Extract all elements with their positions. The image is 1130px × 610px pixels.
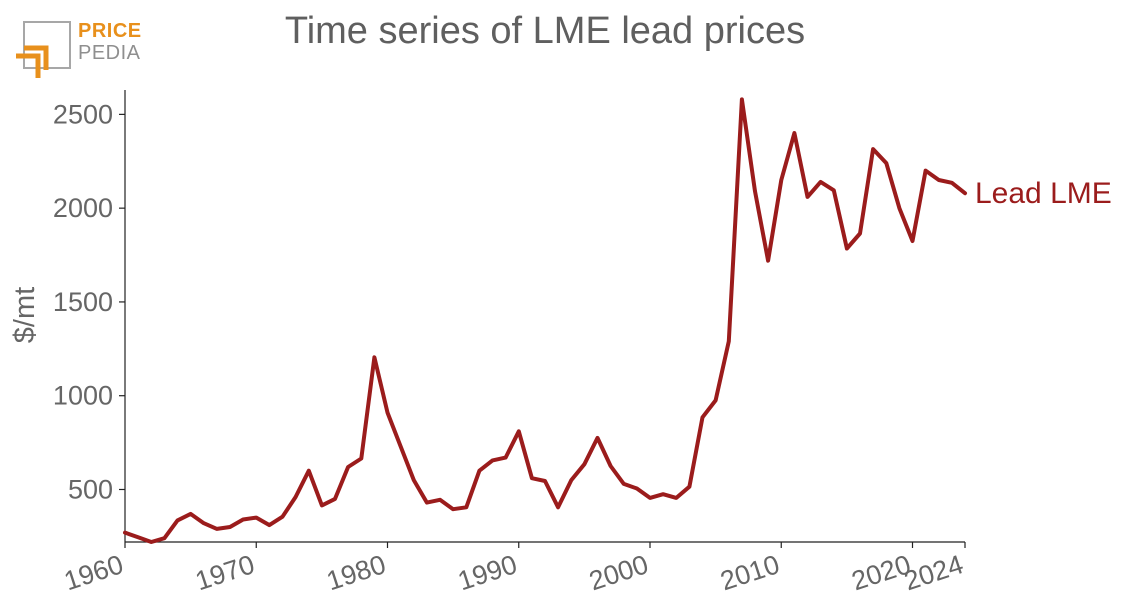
x-tick-label: 2010 bbox=[717, 549, 783, 596]
x-tick-label: 1980 bbox=[323, 549, 389, 596]
series-label-lead-lme: Lead LME bbox=[975, 177, 1112, 210]
logo-text-price: PRICE bbox=[78, 20, 142, 42]
y-axis-ticks: 500 1000 1500 2000 2500 bbox=[53, 99, 125, 504]
x-tick-label: 1960 bbox=[60, 549, 126, 596]
x-tick-label: 2024 bbox=[900, 549, 966, 596]
series-line-lead-lme bbox=[123, 97, 967, 544]
x-tick-label: 1970 bbox=[192, 549, 258, 596]
x-tick-label: 2000 bbox=[585, 549, 651, 596]
y-tick-label: 2500 bbox=[53, 99, 113, 129]
logo-mark-icon bbox=[16, 21, 71, 78]
y-tick-label: 1500 bbox=[53, 287, 113, 317]
y-tick-label: 1000 bbox=[53, 381, 113, 411]
y-tick-label: 500 bbox=[68, 474, 113, 504]
pricepedia-logo: PRICE PEDIA bbox=[14, 18, 154, 82]
logo-text-pedia: PEDIA bbox=[78, 42, 141, 64]
chart-title: Time series of LME lead prices bbox=[284, 10, 806, 52]
y-tick-label: 2000 bbox=[53, 193, 113, 223]
y-axis-label: $/mt bbox=[9, 287, 41, 343]
x-tick-label: 1990 bbox=[454, 549, 520, 596]
axes bbox=[124, 90, 965, 543]
series-layer: Lead LME bbox=[123, 97, 1112, 544]
